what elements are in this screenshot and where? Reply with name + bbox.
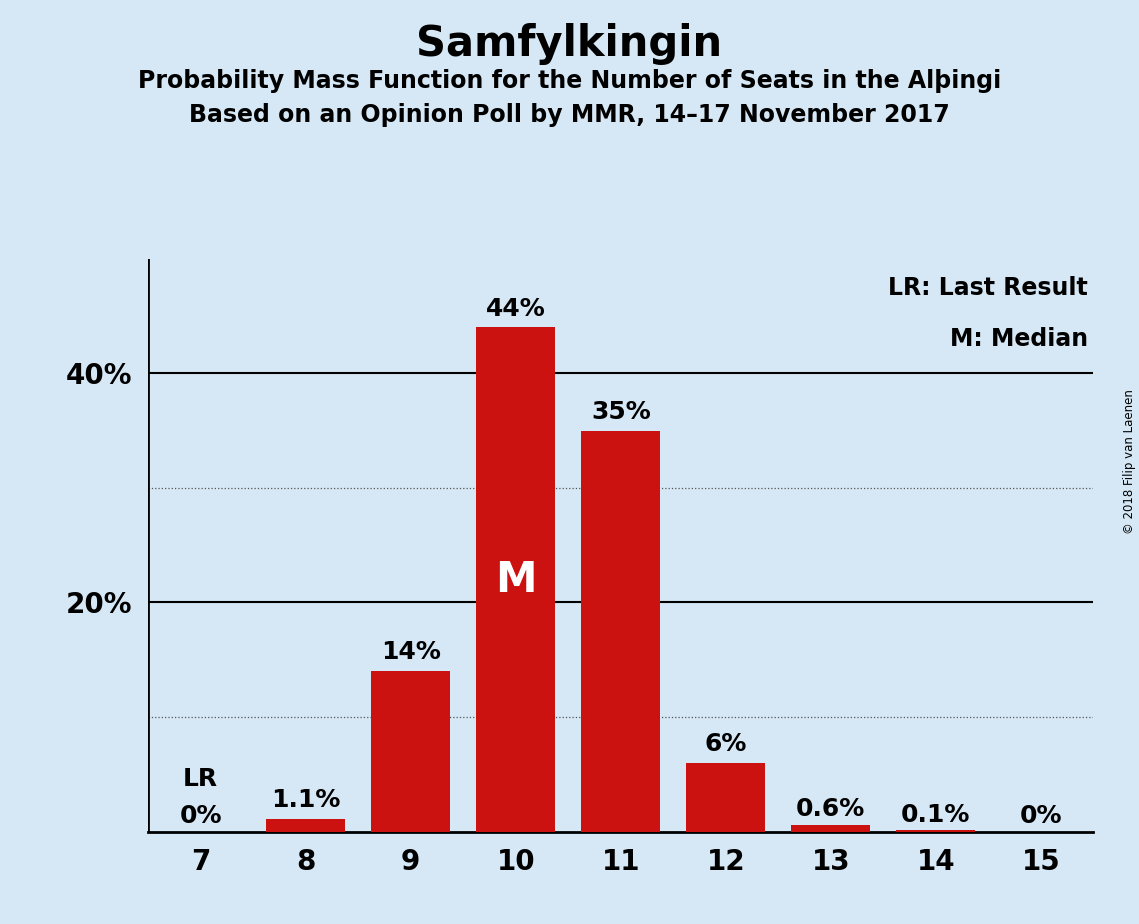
Text: Based on an Opinion Poll by MMR, 14–17 November 2017: Based on an Opinion Poll by MMR, 14–17 N… (189, 103, 950, 128)
Text: 1.1%: 1.1% (271, 788, 341, 812)
Text: 0%: 0% (1019, 804, 1063, 828)
Text: © 2018 Filip van Laenen: © 2018 Filip van Laenen (1123, 390, 1136, 534)
Text: 0.1%: 0.1% (901, 803, 970, 827)
Text: 0.6%: 0.6% (796, 797, 866, 821)
Bar (267, 819, 345, 832)
Bar (687, 763, 765, 832)
Text: 14%: 14% (380, 640, 441, 664)
Bar (476, 327, 555, 832)
Text: Probability Mass Function for the Number of Seats in the Alþingi: Probability Mass Function for the Number… (138, 69, 1001, 93)
Bar (371, 671, 450, 832)
Bar (896, 831, 975, 832)
Text: M: Median: M: Median (950, 327, 1088, 351)
Text: 35%: 35% (591, 400, 650, 424)
Text: Samfylkingin: Samfylkingin (417, 23, 722, 65)
Text: 44%: 44% (486, 297, 546, 321)
Text: M: M (495, 558, 536, 601)
Bar (792, 825, 870, 832)
Text: 6%: 6% (705, 732, 747, 756)
Text: 0%: 0% (179, 804, 222, 828)
Bar (581, 431, 661, 832)
Text: LR: LR (183, 768, 219, 792)
Text: LR: Last Result: LR: Last Result (888, 276, 1088, 300)
